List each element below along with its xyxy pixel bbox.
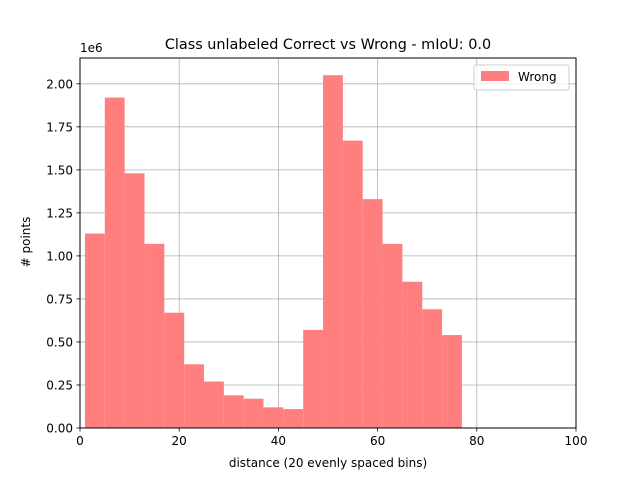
histogram-bar: [342, 140, 363, 428]
chart-title: Class unlabeled Correct vs Wrong - mIoU:…: [165, 37, 491, 53]
x-tick-label: 100: [565, 434, 588, 448]
histogram-bar: [422, 309, 443, 428]
histogram-bar: [402, 281, 423, 428]
legend: Wrong: [473, 64, 570, 91]
histogram-bar: [164, 312, 185, 428]
y-axis-ticks: 0.00 0.25 0.50 0.75 1.00 1.25 1.50 1.75 2.00: [46, 77, 80, 436]
y-axis-label: # points: [19, 217, 33, 268]
histogram-bar: [283, 409, 304, 428]
y-tick-label: 0.50: [46, 335, 73, 349]
y-axis-offset-label: 1e6: [80, 41, 103, 55]
histogram-bar: [84, 233, 105, 428]
y-tick-label: 0.25: [46, 378, 73, 392]
y-tick-label: 1.75: [46, 120, 73, 134]
histogram-bar: [323, 75, 343, 429]
plot-frame: [79, 57, 577, 429]
bars: [84, 75, 462, 429]
x-tick-label: 40: [271, 434, 286, 448]
histogram-bar: [184, 364, 204, 428]
y-tick-label: 1.00: [46, 249, 73, 263]
histogram-bar: [204, 381, 224, 428]
legend-swatch-wrong: [481, 71, 509, 81]
legend-label-wrong: Wrong: [518, 70, 557, 84]
y-tick-label: 0.75: [46, 292, 73, 306]
x-axis-label: distance (20 evenly spaced bins): [229, 456, 427, 470]
x-tick-label: 60: [370, 434, 385, 448]
histogram-bar: [362, 199, 383, 428]
histogram-bar: [223, 395, 244, 428]
y-tick-label: 1.25: [46, 206, 73, 220]
histogram-bar: [382, 243, 403, 428]
histogram-bar: [263, 407, 284, 428]
histogram-bar: [303, 329, 324, 428]
x-tick-label: 20: [172, 434, 187, 448]
x-axis-ticks: 0 20 40 60 80 100: [76, 428, 587, 448]
x-tick-label: 80: [469, 434, 484, 448]
histogram-bar: [124, 173, 145, 428]
histogram-bar: [104, 97, 125, 429]
histogram-bar: [442, 335, 462, 428]
y-tick-label: 2.00: [46, 77, 73, 91]
y-tick-label: 1.50: [46, 163, 73, 177]
histogram-bar: [243, 398, 264, 428]
y-tick-label: 0.00: [46, 422, 73, 436]
x-tick-label: 0: [76, 434, 84, 448]
histogram-bar: [144, 243, 165, 428]
